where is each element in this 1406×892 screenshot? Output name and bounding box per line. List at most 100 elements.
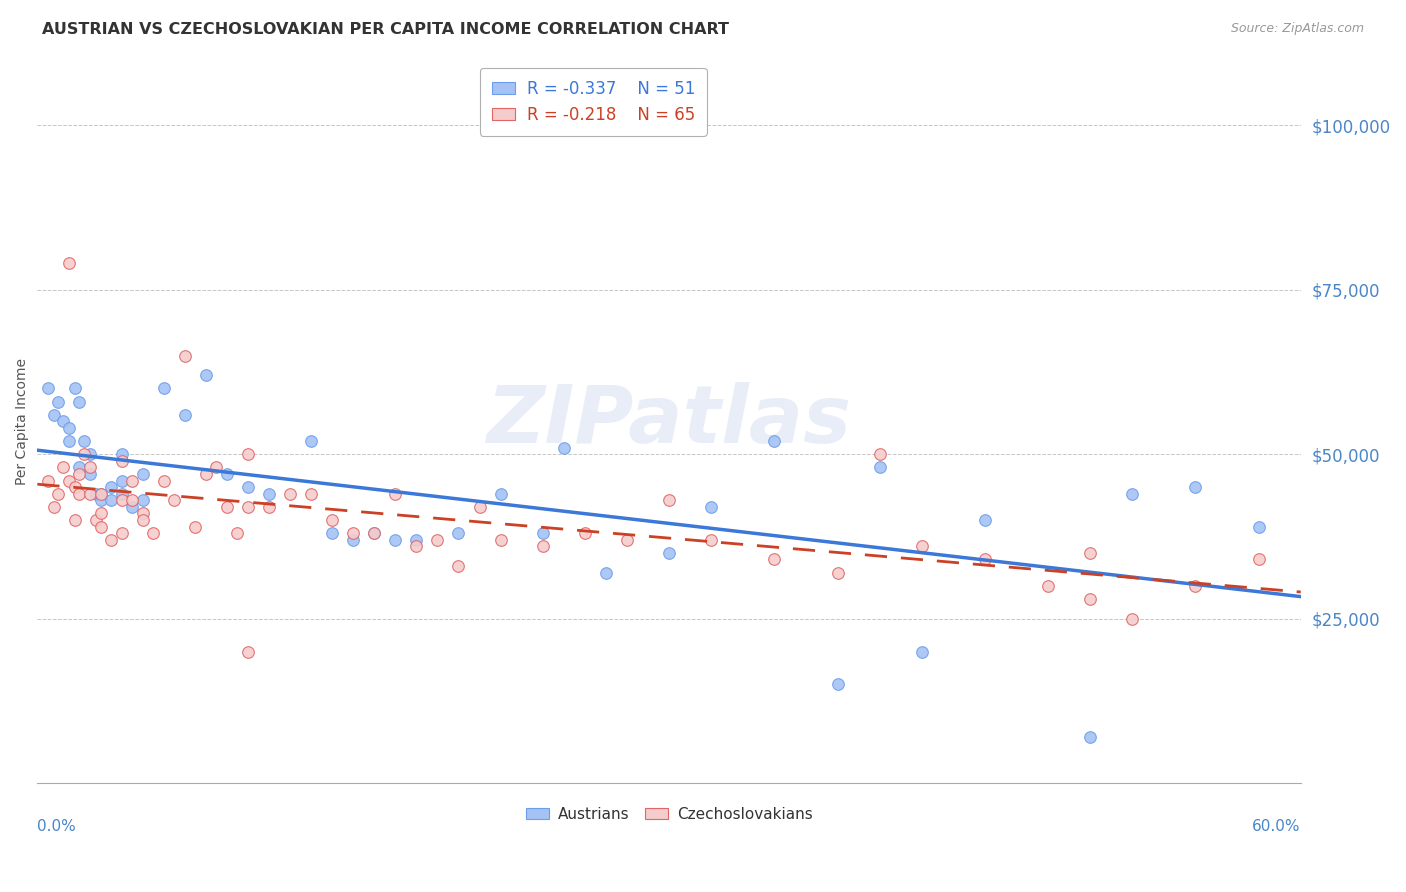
Point (110, 486, 132, 500)
Point (257, 486, 280, 500)
Point (58, 434, 80, 448)
Point (595, 566, 617, 580)
Point (65, 381, 87, 395)
Point (426, 533, 449, 547)
Point (142, 526, 165, 541)
Point (700, 500, 723, 514)
Point (1078, 546, 1101, 560)
Point (131, 467, 153, 481)
Point (342, 533, 364, 547)
Point (278, 486, 301, 500)
Point (1121, 612, 1143, 626)
Point (299, 486, 322, 500)
Point (58, 421, 80, 435)
Point (299, 434, 322, 448)
Point (173, 349, 195, 363)
Point (658, 546, 681, 560)
Point (73, 447, 96, 461)
Point (236, 480, 259, 494)
Point (236, 644, 259, 658)
Point (89, 507, 111, 521)
Point (869, 460, 891, 475)
Point (52, 460, 75, 475)
Point (194, 368, 217, 383)
Point (131, 513, 153, 527)
Point (447, 526, 470, 541)
Point (173, 408, 195, 422)
Point (616, 533, 638, 547)
Point (489, 533, 512, 547)
Point (110, 493, 132, 508)
Point (974, 552, 997, 566)
Point (65, 480, 87, 494)
Text: AUSTRIAN VS CZECHOSLOVAKIAN PER CAPITA INCOME CORRELATION CHART: AUSTRIAN VS CZECHOSLOVAKIAN PER CAPITA I… (42, 22, 730, 37)
Point (58, 474, 80, 488)
Point (1184, 579, 1206, 593)
Point (574, 526, 596, 541)
Point (152, 474, 174, 488)
Y-axis label: Per Capita Income: Per Capita Income (15, 358, 30, 485)
Point (44, 500, 66, 514)
Point (58, 256, 80, 270)
Point (226, 526, 249, 541)
Point (911, 644, 934, 658)
Point (100, 533, 122, 547)
Point (48, 394, 70, 409)
Point (1036, 579, 1059, 593)
Point (700, 533, 723, 547)
Point (321, 526, 343, 541)
Text: ZIPatlas: ZIPatlas (486, 383, 852, 460)
Point (1247, 519, 1270, 533)
Point (79, 447, 101, 461)
Point (215, 467, 238, 481)
Point (363, 526, 385, 541)
Point (48, 486, 70, 500)
Point (1121, 486, 1143, 500)
Point (69, 486, 91, 500)
Point (1184, 480, 1206, 494)
Point (100, 480, 122, 494)
Text: Source: ZipAtlas.com: Source: ZipAtlas.com (1230, 22, 1364, 36)
Point (553, 441, 575, 455)
Point (89, 493, 111, 508)
Point (405, 539, 427, 553)
Legend: Austrians, Czechoslovakians: Austrians, Czechoslovakians (517, 799, 820, 830)
Point (163, 493, 186, 508)
Point (763, 552, 786, 566)
Point (110, 454, 132, 468)
Point (205, 460, 228, 475)
Point (37, 381, 59, 395)
Point (184, 519, 207, 533)
Point (405, 533, 427, 547)
Point (131, 493, 153, 508)
Point (110, 474, 132, 488)
Point (468, 500, 491, 514)
Point (911, 539, 934, 553)
Point (37, 474, 59, 488)
Point (236, 447, 259, 461)
Point (215, 500, 238, 514)
Point (100, 493, 122, 508)
Point (69, 460, 91, 475)
Point (827, 566, 849, 580)
Point (363, 526, 385, 541)
Point (131, 507, 153, 521)
Point (236, 500, 259, 514)
Point (1078, 730, 1101, 744)
Point (763, 434, 786, 448)
Point (84, 486, 107, 500)
Point (110, 447, 132, 461)
Point (658, 493, 681, 508)
Point (384, 486, 406, 500)
Point (342, 526, 364, 541)
Point (69, 467, 91, 481)
Point (69, 394, 91, 409)
Point (79, 460, 101, 475)
Point (121, 493, 143, 508)
Point (73, 434, 96, 448)
Point (52, 414, 75, 428)
Point (1247, 552, 1270, 566)
Point (531, 539, 554, 553)
Point (384, 533, 406, 547)
Point (152, 381, 174, 395)
